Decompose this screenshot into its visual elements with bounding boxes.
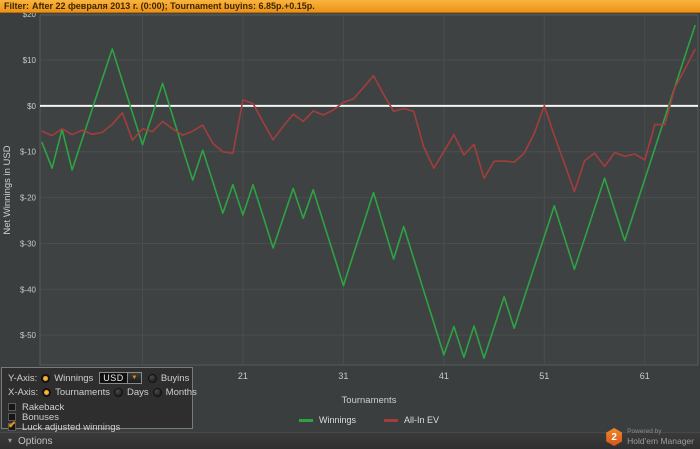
y-axis-row: Y-Axis: Winnings USD ▼ Buyins [8,371,190,385]
legend-label: All-In EV [404,415,440,425]
y-axis-buyins-label: Buyins [160,372,190,384]
y-axis-label: Y-Axis: [8,372,38,384]
options-button[interactable]: Options [18,435,53,447]
x-tick-label: 31 [338,371,348,381]
powered-by-text: Powered by Hold'em Manager [627,428,694,446]
y-axis-winnings-radio[interactable] [41,373,51,383]
rakeback-row: Rakeback [8,401,187,413]
filter-text: After 22 февраля 2013 г. (0:00); Tournam… [32,1,315,11]
holdem-manager-2-logo: 2 [606,428,623,446]
chevron-down-icon[interactable]: ▼ [127,372,142,384]
x-axis-row: X-Axis: Tournaments Days Months [8,385,197,399]
y-tick-label: $10 [23,56,37,65]
currency-dropdown[interactable]: USD ▼ [99,372,142,384]
powered-by: 2 Powered by Hold'em Manager [606,428,694,446]
y-tick-label: $-20 [20,194,37,203]
legend-label: Winnings [318,415,356,425]
x-tick-label: 21 [238,371,248,381]
y-axis-buyins-radio[interactable] [147,373,157,383]
bonuses-label: Bonuses [22,411,59,423]
y-axis-winnings-label: Winnings [54,372,94,384]
chart-legend: Winnings All-In EV [40,415,698,425]
y-tick-label: $0 [27,102,36,111]
x-axis-title: Tournaments [342,395,397,406]
y-tick-label: $-10 [20,148,37,157]
legend-dash-icon [298,418,313,422]
x-axis-tournaments-radio[interactable] [42,387,52,397]
luck-adjusted-checkbox[interactable] [8,420,16,431]
legend-item-all-in-ev: All-In EV [384,415,439,425]
chevron-down-icon: ▾ [8,436,13,445]
x-axis-months-radio[interactable] [152,387,162,397]
bonuses-row: Bonuses [8,411,187,423]
legend-dash-icon [384,418,398,422]
x-axis-label: X-Axis: [8,386,39,398]
all-in-ev-line [41,48,696,193]
x-tick-label: 51 [539,371,549,381]
rakeback-label: Rakeback [22,401,65,413]
x-tick-label: 41 [439,371,449,381]
powered-by-line2: Hold'em Manager [627,435,694,446]
y-tick-label: $-40 [20,285,37,294]
luck-adjusted-row: Luck adjusted winnings [8,420,187,433]
y-tick-label: $-30 [20,239,37,248]
luck-adjusted-label: Luck adjusted winnings [22,421,121,433]
checkbox-group: Rakeback Bonuses Luck adjusted winnings [8,401,187,433]
y-tick-label: $-50 [20,331,37,340]
y-tick-label: $20 [23,10,37,19]
x-axis-days-radio[interactable] [114,387,124,397]
y-axis-title: Net Winnings in USD [2,145,13,234]
winnings-line [41,24,696,359]
powered-by-line1: Powered by [627,428,662,435]
currency-value: USD [99,372,128,384]
x-tick-label: 61 [640,371,650,381]
x-axis-tournaments-label: Tournaments [55,386,111,398]
x-axis-days-label: Days [127,386,149,398]
filter-bar: Filter: After 22 февраля 2013 г. (0:00); … [0,0,700,13]
axis-controls-panel: Y-Axis: Winnings USD ▼ Buyins X-Axis: To… [1,367,197,433]
filter-label: Filter: [4,1,30,11]
rakeback-checkbox[interactable] [8,403,16,411]
x-axis-months-label: Months [165,386,197,398]
legend-item-winnings: Winnings [298,415,356,425]
options-bar[interactable]: ▾ Options [0,432,700,449]
